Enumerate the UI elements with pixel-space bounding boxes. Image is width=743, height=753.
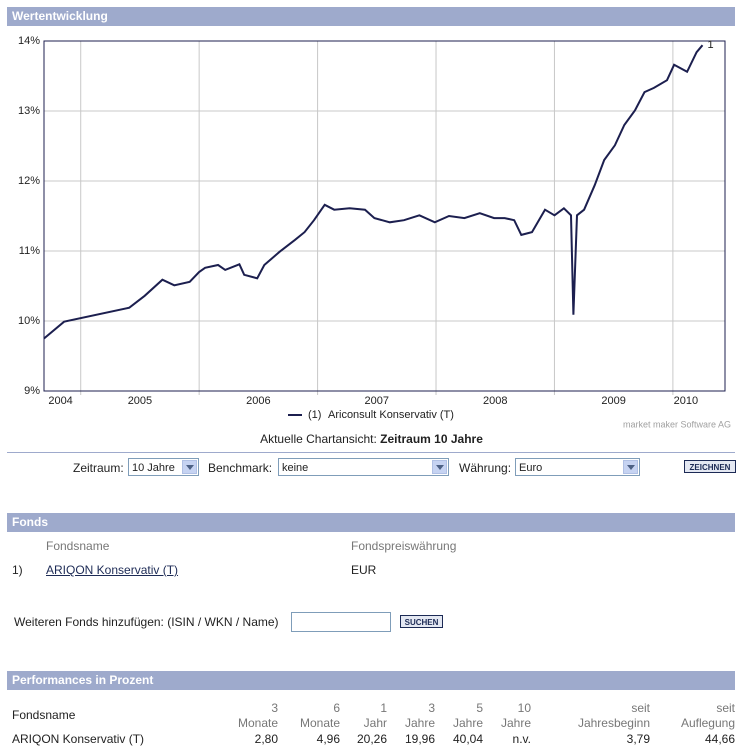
column-header: 10: [517, 701, 531, 715]
column-header: 1: [380, 701, 387, 715]
column-header: Jahresbeginn: [577, 716, 650, 730]
column-header: Fondspreiswährung: [351, 539, 457, 553]
source-note: market maker Software AG: [623, 419, 731, 429]
performance-value: n.v.: [512, 732, 531, 746]
currency-select[interactable]: Euro: [515, 458, 640, 476]
column-header: 3: [271, 701, 278, 715]
x-tick-label: 2007: [365, 395, 389, 407]
y-tick-label: 9%: [24, 385, 40, 397]
y-tick-label: 12%: [18, 175, 40, 187]
benchmark-select[interactable]: keine: [278, 458, 449, 476]
column-header: 5: [476, 701, 483, 715]
y-tick-label: 10%: [18, 315, 40, 327]
y-tick-label: 11%: [19, 245, 40, 257]
period-select[interactable]: 10 Jahre: [128, 458, 199, 476]
performance-value: 20,26: [356, 732, 387, 746]
x-tick-label: 2009: [601, 395, 625, 407]
column-header: Monate: [299, 716, 340, 730]
column-header: Fondsname: [46, 539, 110, 553]
draw-button[interactable]: ZEICHNEN: [684, 460, 736, 473]
view-value: Zeitraum 10 Jahre: [380, 432, 483, 446]
column-header: Jahre: [452, 716, 483, 730]
row-index: 1): [12, 563, 23, 577]
x-tick-label: 2006: [246, 395, 270, 407]
column-header: 3: [428, 701, 435, 715]
column-header: Monate: [237, 716, 278, 730]
legend-label: Ariconsult Konservativ (T): [328, 409, 454, 421]
fund-link[interactable]: ARIQON Konservativ (T): [46, 563, 179, 577]
performance-value: 40,04: [452, 732, 483, 746]
column-header: seit: [716, 701, 735, 715]
x-tick-label: 2008: [483, 395, 507, 407]
separator: [7, 452, 735, 453]
x-tick-label: 2005: [128, 395, 152, 407]
column-header: Auflegung: [680, 716, 735, 730]
search-input[interactable]: [291, 612, 391, 632]
currency-label: Währung:: [459, 461, 512, 475]
x-tick-label: 2010: [674, 395, 698, 407]
period-value: 10 Jahre: [132, 462, 175, 474]
performance-value: 19,96: [404, 732, 435, 746]
y-tick-label: 13%: [18, 105, 40, 117]
fund-name: ARIQON Konservativ (T): [12, 732, 145, 746]
column-header: Fondsname: [12, 708, 76, 722]
x-tick-label: 2004: [48, 395, 72, 407]
period-label: Zeitraum:: [73, 461, 124, 475]
y-tick-label: 14%: [18, 35, 40, 47]
benchmark-value: keine: [282, 462, 309, 474]
plot-area: [44, 41, 725, 391]
legend-key: (1): [308, 409, 321, 421]
section-header: Fonds: [7, 513, 735, 532]
column-header: Jahr: [363, 716, 387, 730]
fund-currency: EUR: [351, 563, 377, 577]
view-label: Aktuelle Chartansicht:: [260, 432, 377, 446]
dropdown-arrow: [432, 460, 447, 474]
performance-value: 44,66: [704, 732, 735, 746]
benchmark-label: Benchmark:: [208, 461, 273, 475]
section-header: Performances in Prozent: [7, 671, 735, 690]
column-header: Jahre: [500, 716, 531, 730]
search-button[interactable]: SUCHEN: [400, 615, 443, 628]
add-fund-label: Weiteren Fonds hinzufügen: (ISIN / WKN /…: [14, 615, 279, 629]
chart: 9% 10% 11% 12% 13% 14% 2004 2005 2006 2007 2008 200…: [18, 35, 731, 429]
dropdown-arrow: [623, 460, 638, 474]
plot-frame: [43, 40, 726, 392]
column-header: seit: [631, 701, 650, 715]
section-header: Wertentwicklung: [7, 7, 735, 26]
dropdown-arrow: [182, 460, 197, 474]
currency-value: Euro: [519, 462, 543, 474]
view-caption: Aktuelle Chartansicht: Zeitraum 10 Jahre: [0, 432, 743, 446]
line-series: [43, 44, 704, 340]
series-end-label: 1: [707, 39, 713, 51]
performance-value: 3,79: [626, 732, 650, 746]
column-header: Jahre: [404, 716, 435, 730]
column-header: 6: [333, 701, 340, 715]
performance-value: 4,96: [316, 732, 340, 746]
performance-value: 2,80: [254, 732, 278, 746]
